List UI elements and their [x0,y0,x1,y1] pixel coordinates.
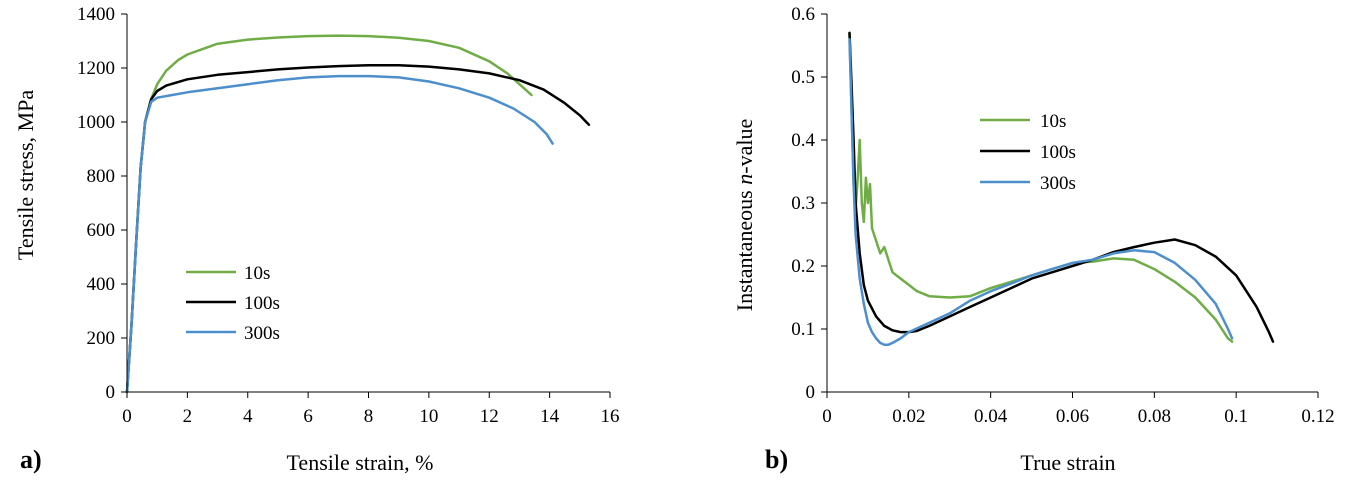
chart-b-xtick-label: 0.1 [1224,406,1248,427]
chart-a-ytick-label: 0 [106,382,116,403]
chart-b-legend-label-300s: 300s [1040,173,1076,194]
chart-b-xtick-label: 0.12 [1301,406,1334,427]
chart-b-ytick-label: 0.6 [791,4,815,25]
chart-b-ytick-label: 0.2 [791,256,815,277]
chart-b-ytick-label: 0.5 [791,67,815,88]
chart-a-xtick-label: 16 [601,406,620,427]
chart-b-xtick-label: 0 [822,406,832,427]
chart-b-xtick-label: 0.04 [974,406,1008,427]
chart-b-xtick-label: 0.08 [1138,406,1171,427]
chart-b-ytick-label: 0.1 [791,319,815,340]
chart-b-ytick-label: 0.4 [791,130,815,151]
chart-a-xtick-label: 10 [419,406,438,427]
chart-a-legend-label-100s: 100s [244,293,280,314]
chart-a-ytick-label: 1000 [77,112,115,133]
chart-b-xlabel: True strain [1020,450,1115,475]
chart-b-series-group [848,31,1275,347]
chart-a-ytick-label: 800 [87,166,116,187]
chart-b-series-line-100s [848,31,1275,343]
chart-a-legend-label-300s: 300s [244,323,280,344]
chart-a-xtick-label: 12 [480,406,499,427]
chart-b-ticks: 0 0.02 0.04 0.06 0.08 0.1 0.12 0 0.1 0.2 0.3 0.4 0.5… [791,4,1334,427]
chart-b-ylabel-italic: n [732,174,757,185]
chart-a-legend: 10s 100s 300s [186,263,280,344]
chart-b-ylabel-pre: Instantaneous [732,185,757,311]
chart-a-ytick-label: 400 [87,274,116,295]
chart-a-ytick-label: 1200 [77,58,115,79]
chart-b-ytick-label: 0 [806,382,816,403]
chart-b: 0 0.02 0.04 0.06 0.08 0.1 0.12 0 0.1 0.2 0.3 0.4 0.5… [732,4,1335,475]
chart-b-series-line-10s [848,31,1234,343]
chart-b-ytick-label: 0.3 [791,193,815,214]
chart-a-series-group [125,34,591,394]
chart-b-ylabel-post: -value [732,119,757,174]
chart-a-xtick-label: 0 [122,406,132,427]
chart-b-legend-label-100s: 100s [1040,142,1076,163]
chart-a-ylabel: Tensile stress, MPa [13,90,38,260]
chart-a-panel-label: a) [20,445,42,474]
chart-a-series-line-300s [125,74,554,394]
chart-a-series-line-100s [125,64,591,394]
chart-a-xtick-label: 8 [364,406,374,427]
chart-a-ticks: 0 2 4 6 8 10 12 14 16 0 200 400 600 800 1000 1200 1400 [77,4,620,427]
chart-a-ytick-label: 600 [87,220,116,241]
chart-a-xlabel: Tensile strain, % [287,450,434,475]
chart-b-xtick-label: 0.06 [1056,406,1089,427]
chart-b-legend-label-10s: 10s [1040,111,1066,132]
chart-b-series-line-300s [848,37,1234,347]
chart-a-ytick-label: 1400 [77,4,115,25]
chart-a: 0 2 4 6 8 10 12 14 16 0 200 400 600 800 1000 1200 1400 T… [13,4,620,475]
chart-b-xtick-label: 0.02 [892,406,925,427]
chart-a-xtick-label: 6 [303,406,313,427]
chart-a-series-line-10s [125,34,533,394]
chart-a-xtick-label: 4 [243,406,253,427]
chart-b-legend: 10s 100s 300s [980,111,1076,194]
chart-a-xtick-label: 2 [183,406,193,427]
chart-a-xtick-label: 14 [540,406,560,427]
chart-a-ytick-label: 200 [87,328,116,349]
chart-a-legend-label-10s: 10s [244,263,270,284]
chart-b-ylabel: Instantaneous n-value [732,119,757,311]
chart-b-panel-label: b) [765,445,788,474]
